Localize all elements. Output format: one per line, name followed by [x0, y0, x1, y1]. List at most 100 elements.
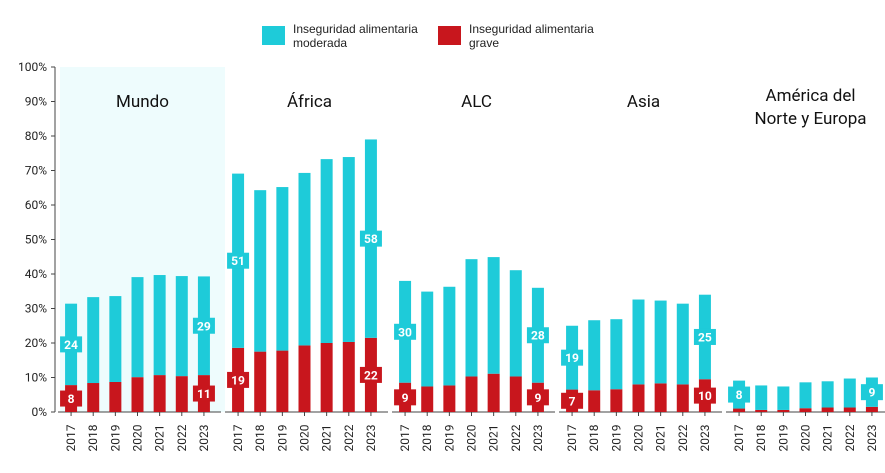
panel-title-line: África	[287, 92, 332, 112]
bar-segment	[509, 270, 522, 377]
bar-segment	[654, 383, 667, 412]
bar-segment	[777, 409, 790, 412]
data-label: 10	[698, 389, 712, 403]
data-label-box	[561, 349, 584, 366]
x-tick-label: 2022	[175, 424, 189, 451]
data-label: 22	[364, 368, 378, 382]
bar-segment	[755, 385, 768, 410]
x-tick-label: 2021	[320, 425, 334, 452]
panel-title-line: Asia	[627, 92, 660, 112]
x-tick-label: 2019	[442, 425, 456, 452]
data-label: 58	[364, 232, 378, 246]
x-tick-label: 2020	[799, 424, 813, 451]
bar-segment	[821, 407, 834, 412]
bar-segment	[421, 291, 434, 387]
data-label: 7	[569, 394, 576, 408]
x-tick-label: 2017	[231, 424, 245, 451]
bar-segment	[131, 277, 144, 378]
x-tick-label: 2019	[108, 425, 122, 452]
bar-segment	[843, 407, 856, 412]
data-label: 28	[531, 329, 545, 343]
data-label-box	[394, 389, 417, 406]
x-tick-label: 2019	[776, 425, 790, 452]
x-tick-label: 2023	[698, 425, 712, 452]
data-label: 9	[402, 391, 409, 405]
legend-swatch	[262, 26, 285, 45]
y-tick-label: 20%	[25, 336, 47, 350]
data-label-box	[192, 385, 215, 402]
legend-item: Inseguridad alimentaria grave	[438, 22, 604, 50]
data-label: 9	[534, 391, 541, 405]
bar-segment	[109, 296, 122, 382]
data-label-box	[227, 371, 250, 388]
y-tick-label: 10%	[25, 371, 47, 385]
panel-title-line: América del	[765, 86, 855, 106]
y-tick-label: 30%	[25, 302, 47, 316]
bar-segment	[87, 297, 100, 384]
bar-segment	[676, 384, 689, 412]
x-tick-label: 2022	[509, 424, 523, 451]
bar-segment	[276, 187, 289, 351]
bar-segment	[465, 376, 478, 412]
y-tick-label: 90%	[25, 95, 47, 109]
bar-segment	[153, 375, 166, 412]
bar-segment	[342, 341, 355, 412]
x-tick-label: 2021	[153, 425, 167, 452]
panel-title: ALC	[461, 92, 492, 112]
y-tick-label: 100%	[18, 60, 47, 74]
bar-segment	[342, 157, 355, 342]
bar-segment	[276, 350, 289, 412]
bar-segment	[588, 320, 601, 391]
bar-segment	[254, 351, 267, 412]
bar-segment	[153, 275, 166, 376]
x-tick-label: 2018	[754, 424, 768, 451]
bar-segment	[865, 406, 878, 412]
bar-segment	[298, 172, 311, 346]
data-label-box	[860, 384, 883, 401]
x-tick-label: 2018	[420, 424, 434, 451]
y-tick-label: 60%	[25, 198, 47, 212]
x-tick-label: 2023	[364, 425, 378, 452]
bar-segment	[421, 386, 434, 412]
panel-title: África	[287, 92, 332, 112]
x-tick-label: 2018	[86, 424, 100, 451]
panel-title: América del Norte y Europa	[754, 86, 866, 129]
x-tick-label: 2021	[487, 425, 501, 452]
data-label: 19	[565, 351, 579, 365]
bar-segment	[632, 384, 645, 412]
panel-title: Asia	[627, 92, 660, 112]
bar-segment	[298, 345, 311, 412]
data-label: 25	[698, 330, 712, 344]
x-tick-label: 2018	[253, 424, 267, 451]
x-tick-label: 2021	[654, 425, 668, 452]
data-label-box	[526, 327, 549, 344]
legend-item: Inseguridad alimentaria moderada	[262, 22, 428, 50]
data-label: 51	[231, 254, 245, 268]
data-label: 29	[197, 319, 211, 333]
data-label-box	[561, 392, 584, 409]
x-tick-label: 2017	[565, 424, 579, 451]
panel-title-line: Norte y Europa	[754, 109, 866, 129]
bar-segment	[320, 159, 333, 343]
bar-segment	[131, 377, 144, 412]
x-tick-label: 2023	[865, 425, 879, 452]
data-label-box	[359, 366, 382, 383]
data-label-box	[728, 386, 751, 403]
x-tick-label: 2017	[732, 424, 746, 451]
bar-segment	[109, 381, 122, 412]
x-tick-label: 2023	[197, 425, 211, 452]
data-label: 8	[736, 388, 743, 402]
bar-segment	[443, 286, 456, 386]
data-label: 9	[868, 386, 875, 400]
bar-segment	[610, 319, 623, 390]
data-label: 11	[197, 387, 211, 401]
x-tick-label: 2022	[843, 424, 857, 451]
bar-segment	[755, 409, 768, 412]
y-tick-label: 80%	[25, 129, 47, 143]
bar-segment	[799, 382, 812, 409]
bar-segment	[443, 385, 456, 412]
bar-segment	[87, 383, 100, 412]
bar-segment	[588, 390, 601, 412]
data-label-box	[60, 390, 83, 407]
x-tick-label: 2020	[632, 424, 646, 451]
